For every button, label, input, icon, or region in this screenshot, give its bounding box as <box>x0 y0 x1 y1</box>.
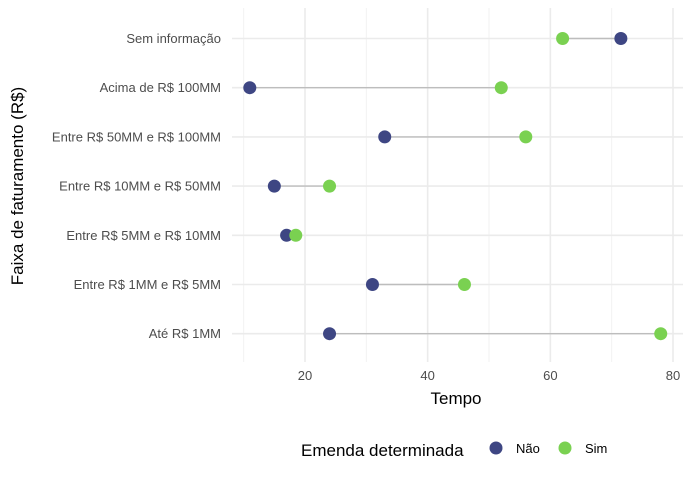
point-nao <box>378 130 392 144</box>
legend-key-sim <box>558 441 572 455</box>
point-nao <box>280 228 294 242</box>
x-tick-label: 40 <box>420 368 434 383</box>
point-sim <box>654 327 668 341</box>
y-tick-label: Entre R$ 50MM e R$ 100MM <box>52 129 221 144</box>
y-axis-tick-labels: Sem informação Acima de R$ 100MM Entre R$ … <box>52 31 221 341</box>
point-sim <box>494 81 508 95</box>
legend-title: Emenda determinada <box>301 441 464 460</box>
legend: Emenda determinada Não Sim <box>301 441 607 460</box>
point-nao <box>323 327 337 341</box>
point-nao <box>243 81 257 95</box>
point-sim <box>519 130 533 144</box>
point-nao <box>267 179 281 193</box>
point-nao <box>614 32 628 45</box>
legend-label-nao: Não <box>516 441 540 456</box>
x-tick-label: 80 <box>666 368 680 383</box>
y-tick-label: Entre R$ 1MM e R$ 5MM <box>74 277 221 292</box>
y-tick-label: Entre R$ 10MM e R$ 50MM <box>59 179 221 194</box>
point-sim <box>457 278 471 291</box>
point-sim <box>289 228 303 242</box>
legend-key-nao <box>489 441 503 455</box>
x-tick-label: 20 <box>298 368 312 383</box>
x-axis-title: Tempo <box>430 389 481 408</box>
legend-label-sim: Sim <box>585 441 607 456</box>
y-tick-label: Sem informação <box>126 31 221 46</box>
x-tick-label: 60 <box>543 368 557 383</box>
y-tick-label: Acima de R$ 100MM <box>100 80 221 95</box>
y-tick-label: Entre R$ 5MM e R$ 10MM <box>66 228 221 243</box>
y-axis-title: Faixa de faturamento (R$) <box>8 87 27 285</box>
point-sim <box>323 179 337 193</box>
dumbbell-segments <box>249 37 661 335</box>
point-nao <box>365 278 379 291</box>
major-gridlines <box>232 8 683 362</box>
x-axis-tick-labels: 20 40 60 80 <box>298 368 680 383</box>
y-tick-label: Até R$ 1MM <box>149 326 221 341</box>
point-sim <box>556 32 570 45</box>
data-points <box>243 32 668 341</box>
minor-gridlines <box>243 8 613 362</box>
